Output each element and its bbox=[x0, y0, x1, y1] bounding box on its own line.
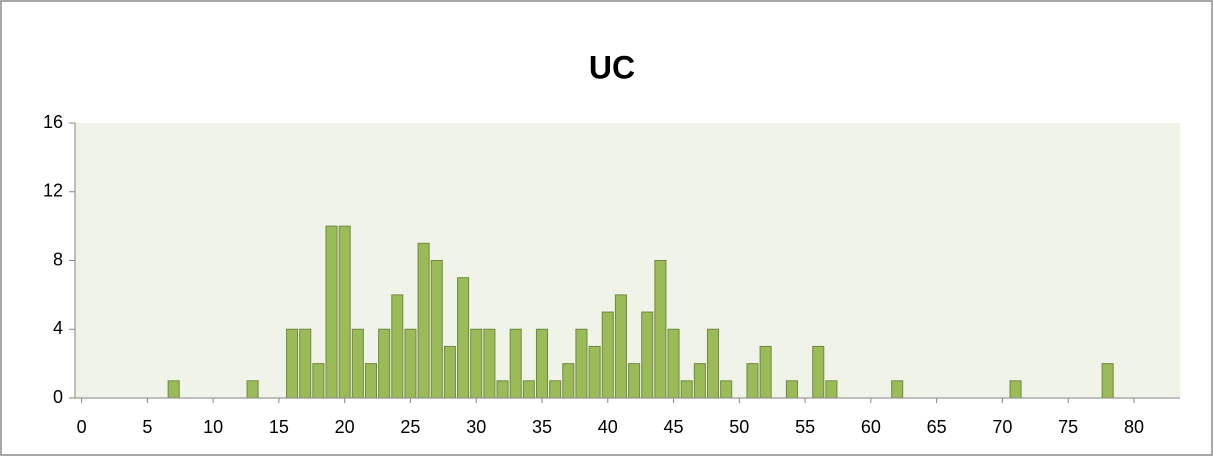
y-tick-label: 8 bbox=[53, 249, 63, 269]
bar bbox=[299, 328, 312, 399]
x-tick-label: 10 bbox=[203, 417, 223, 437]
bar bbox=[522, 380, 535, 399]
y-tick-label: 0 bbox=[53, 387, 63, 407]
bar bbox=[575, 328, 588, 399]
bar bbox=[1009, 380, 1022, 399]
bar bbox=[588, 345, 601, 399]
x-tick-label: 80 bbox=[1124, 417, 1144, 437]
bar bbox=[364, 363, 378, 399]
x-tick-label: 15 bbox=[269, 417, 289, 437]
bar bbox=[825, 380, 838, 399]
bar bbox=[706, 328, 720, 399]
bar bbox=[457, 277, 470, 399]
bar bbox=[312, 363, 325, 399]
bar bbox=[693, 363, 706, 399]
bar bbox=[470, 328, 483, 399]
bar bbox=[759, 345, 772, 399]
bar bbox=[746, 363, 759, 399]
bar bbox=[338, 225, 351, 399]
bar bbox=[562, 363, 575, 399]
x-tick-label: 70 bbox=[992, 417, 1012, 437]
x-tick-label: 5 bbox=[142, 417, 152, 437]
bar bbox=[535, 328, 549, 399]
y-tick-label: 4 bbox=[53, 318, 63, 338]
bar bbox=[628, 363, 641, 399]
x-tick-label: 0 bbox=[77, 417, 87, 437]
x-tick-label: 50 bbox=[729, 417, 749, 437]
x-tick-label: 40 bbox=[598, 417, 618, 437]
bar bbox=[549, 380, 562, 399]
x-tick-label: 25 bbox=[400, 417, 420, 437]
bar bbox=[680, 380, 693, 399]
bar bbox=[785, 380, 798, 399]
bar bbox=[391, 294, 404, 399]
x-tick-label: 20 bbox=[335, 417, 355, 437]
y-tick-label: 12 bbox=[43, 181, 63, 201]
bar bbox=[601, 311, 614, 399]
bar bbox=[430, 260, 443, 399]
bar bbox=[443, 345, 456, 399]
x-tick-label: 35 bbox=[532, 417, 552, 437]
bar bbox=[509, 328, 522, 399]
x-tick-label: 60 bbox=[861, 417, 881, 437]
bar bbox=[325, 225, 338, 399]
bar bbox=[483, 328, 496, 399]
y-tick-label: 16 bbox=[43, 112, 63, 132]
bar bbox=[667, 328, 680, 399]
bar bbox=[417, 242, 430, 399]
x-tick-label: 65 bbox=[927, 417, 947, 437]
chart-title: UC bbox=[589, 49, 635, 85]
x-tick-label: 30 bbox=[466, 417, 486, 437]
bar bbox=[286, 328, 299, 399]
bar bbox=[496, 380, 509, 399]
x-tick-label: 75 bbox=[1058, 417, 1078, 437]
x-tick-label: 45 bbox=[664, 417, 684, 437]
bar bbox=[246, 380, 259, 399]
bar bbox=[654, 260, 667, 399]
plot-area bbox=[75, 123, 1180, 398]
bar bbox=[891, 380, 904, 399]
bar bbox=[812, 345, 825, 399]
x-tick-label: 55 bbox=[795, 417, 815, 437]
bar bbox=[404, 328, 417, 399]
bar bbox=[641, 311, 654, 399]
bar bbox=[1101, 363, 1114, 399]
bar bbox=[351, 328, 364, 399]
bar bbox=[167, 380, 180, 399]
bar bbox=[614, 294, 627, 399]
bar bbox=[720, 380, 733, 399]
bar bbox=[378, 328, 391, 399]
